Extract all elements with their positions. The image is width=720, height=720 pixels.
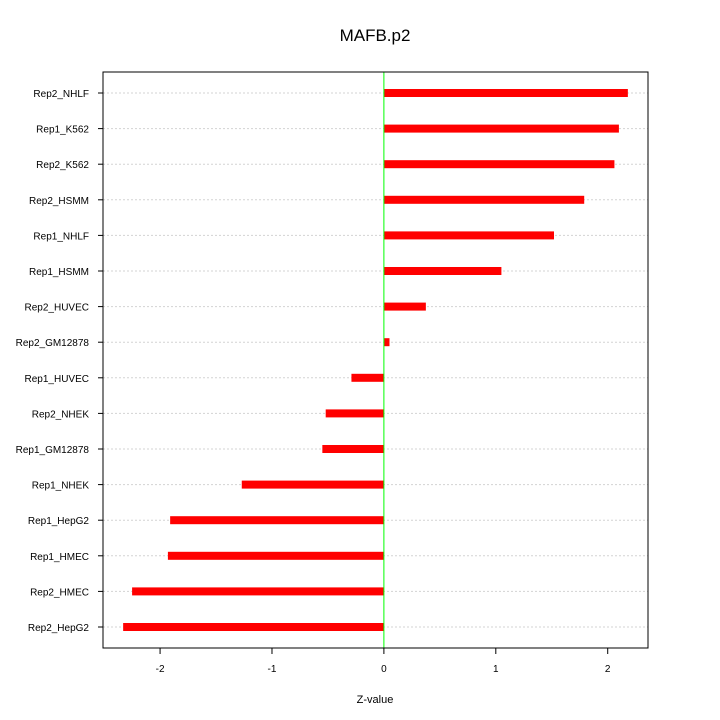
x-tick-label: 1	[493, 664, 499, 675]
bar-Rep2_NHLF	[383, 89, 628, 97]
x-tick-label: 0	[381, 664, 387, 675]
bar-Rep2_HUVEC	[383, 302, 426, 311]
bar-Rep2_K562	[383, 160, 615, 169]
bar-Rep2_HSMM	[383, 195, 585, 204]
y-tick-label: Rep2_HSMM	[29, 196, 89, 207]
x-tick-label: -2	[156, 664, 165, 675]
y-tick-label: Rep2_HepG2	[28, 623, 90, 634]
y-tick-label: Rep1_GM12878	[16, 445, 90, 456]
bar-Rep1_GM12878	[322, 445, 384, 453]
y-tick-label: Rep2_HMEC	[30, 587, 89, 598]
y-tick-label: Rep2_NHEK	[32, 409, 90, 420]
bar-Rep1_HepG2	[170, 516, 384, 525]
bar-Rep1_HSMM	[383, 267, 502, 275]
bar-Rep1_K562	[383, 124, 619, 133]
bar-Rep2_HMEC	[132, 587, 384, 596]
chart-title: MAFB.p2	[340, 26, 411, 45]
y-tick-label: Rep2_K562	[36, 160, 89, 171]
y-tick-label: Rep2_NHLF	[33, 89, 89, 100]
bar-Rep2_GM12878	[383, 338, 390, 347]
y-tick-label: Rep1_K562	[36, 125, 89, 136]
y-tick-label: Rep1_HUVEC	[25, 374, 89, 385]
bar-Rep1_HMEC	[167, 551, 384, 560]
y-tick-label: Rep1_NHLF	[33, 231, 89, 242]
bar-Rep2_NHEK	[325, 409, 384, 418]
bar-Rep1_HUVEC	[351, 373, 384, 382]
y-tick-label: Rep2_HUVEC	[25, 303, 89, 314]
plot-frame	[102, 71, 649, 649]
y-tick-label: Rep1_HMEC	[30, 552, 89, 563]
y-tick-label: Rep1_NHEK	[32, 481, 90, 492]
bar-Rep1_NHLF	[383, 231, 554, 240]
x-tick-label: -1	[268, 664, 277, 675]
grid-lines	[103, 92, 648, 628]
y-tick-label: Rep1_HepG2	[28, 516, 90, 527]
x-axis-label: Z-value	[357, 694, 394, 706]
y-tick-label: Rep1_HSMM	[29, 267, 89, 278]
bar-Rep2_HepG2	[123, 623, 384, 631]
bars	[123, 89, 628, 631]
x-tick-label: 2	[605, 664, 611, 675]
y-tick-label: Rep2_GM12878	[16, 338, 90, 349]
y-axis: Rep2_NHLF Rep1_K562 Rep2_K562 Rep2_HSMM Rep1…	[16, 89, 103, 634]
x-axis: -2 -1 0 1 2	[156, 648, 611, 675]
bar-Rep1_NHEK	[241, 480, 384, 489]
